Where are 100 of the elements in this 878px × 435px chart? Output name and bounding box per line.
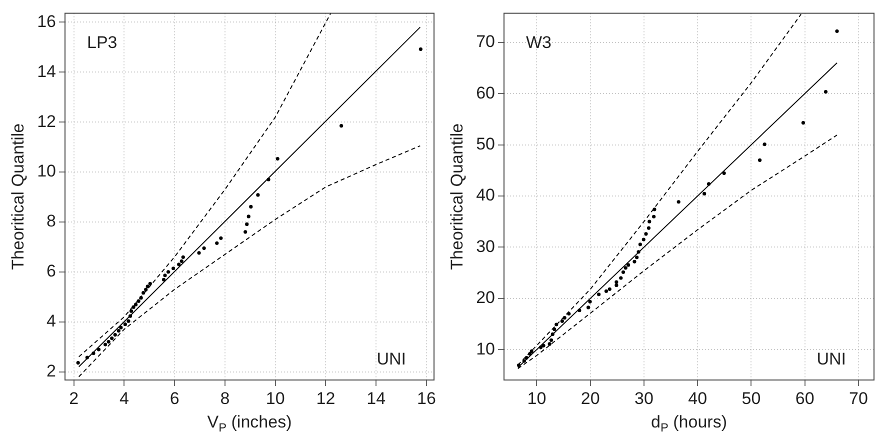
point bbox=[588, 300, 592, 304]
x-tick-label: 20 bbox=[580, 388, 600, 408]
point bbox=[624, 266, 628, 270]
point bbox=[528, 352, 532, 356]
point bbox=[177, 262, 181, 266]
point bbox=[648, 220, 652, 224]
point bbox=[552, 328, 556, 332]
line-series bbox=[78, 145, 421, 378]
point bbox=[538, 345, 543, 350]
point bbox=[113, 333, 117, 337]
point bbox=[621, 270, 626, 274]
point bbox=[85, 356, 89, 360]
point bbox=[530, 349, 534, 354]
x-tick-label: 14 bbox=[366, 388, 386, 408]
x-tick-label: 2 bbox=[69, 388, 79, 408]
point bbox=[524, 356, 528, 360]
point bbox=[586, 306, 590, 310]
point bbox=[758, 158, 762, 162]
point bbox=[542, 344, 546, 348]
annotation: UNI bbox=[816, 350, 846, 369]
point bbox=[136, 299, 140, 303]
point bbox=[244, 230, 248, 234]
x-tick-label: 10 bbox=[266, 388, 285, 408]
point bbox=[92, 351, 96, 356]
point bbox=[835, 29, 839, 33]
point bbox=[166, 270, 170, 274]
x-tick-label: 60 bbox=[795, 388, 814, 408]
point bbox=[132, 305, 136, 309]
x-tick-label: 16 bbox=[417, 388, 436, 408]
point bbox=[608, 287, 612, 291]
point bbox=[202, 246, 206, 250]
point bbox=[110, 336, 114, 340]
point bbox=[516, 363, 521, 368]
point bbox=[642, 238, 646, 242]
point bbox=[129, 309, 134, 313]
y-tick-label: 60 bbox=[476, 83, 495, 102]
point bbox=[126, 319, 130, 323]
y-tick-label: 70 bbox=[476, 32, 495, 52]
x-tick-label: 12 bbox=[316, 388, 336, 408]
point bbox=[123, 322, 127, 326]
point bbox=[801, 120, 806, 125]
annotation: LP3 bbox=[87, 32, 118, 52]
x-tick-label: 50 bbox=[742, 388, 761, 408]
point bbox=[246, 214, 250, 218]
point bbox=[646, 226, 651, 230]
point bbox=[245, 222, 249, 226]
x-tick-label: 6 bbox=[170, 388, 180, 408]
y-axis-title: Theoritical Quantile bbox=[448, 123, 467, 270]
point bbox=[567, 312, 571, 316]
point bbox=[578, 308, 582, 312]
point bbox=[632, 260, 636, 264]
point bbox=[652, 208, 656, 212]
y-tick-label: 14 bbox=[37, 62, 56, 81]
point bbox=[635, 256, 639, 260]
point bbox=[104, 342, 108, 346]
point bbox=[418, 47, 422, 51]
point bbox=[522, 359, 526, 363]
point bbox=[762, 142, 766, 146]
point bbox=[548, 342, 552, 346]
point bbox=[106, 340, 110, 344]
y-tick-label: 40 bbox=[476, 186, 495, 205]
point bbox=[266, 178, 270, 182]
line-series bbox=[78, 13, 332, 358]
point bbox=[219, 236, 223, 240]
point bbox=[128, 314, 132, 318]
point bbox=[824, 90, 828, 94]
y-tick-label: 10 bbox=[37, 162, 56, 181]
x-tick-label: 10 bbox=[527, 388, 546, 408]
point bbox=[119, 326, 123, 330]
point bbox=[706, 182, 711, 186]
point bbox=[638, 242, 642, 246]
point bbox=[560, 319, 564, 323]
point bbox=[162, 278, 166, 282]
point bbox=[604, 289, 608, 293]
point bbox=[619, 276, 623, 280]
point bbox=[215, 241, 219, 245]
point bbox=[549, 338, 554, 342]
y-axis-title: Theoritical Quantile bbox=[8, 123, 28, 270]
y-tick-label: 50 bbox=[476, 134, 495, 154]
point bbox=[340, 124, 344, 128]
x-tick-label: 30 bbox=[634, 388, 654, 408]
y-tick-label: 20 bbox=[476, 288, 495, 308]
point bbox=[614, 280, 618, 284]
point bbox=[180, 259, 184, 263]
point bbox=[702, 192, 706, 196]
annotation: W3 bbox=[526, 32, 552, 52]
point bbox=[144, 288, 148, 292]
point bbox=[181, 255, 185, 259]
point bbox=[116, 329, 120, 333]
point bbox=[249, 204, 253, 209]
point bbox=[134, 302, 138, 306]
annotation: UNI bbox=[376, 350, 406, 369]
point bbox=[139, 296, 143, 300]
x-tick-label: 70 bbox=[848, 388, 868, 408]
y-tick-label: 16 bbox=[37, 12, 56, 31]
y-tick-label: 10 bbox=[476, 339, 495, 358]
point bbox=[562, 316, 566, 320]
point bbox=[722, 171, 726, 175]
y-tick-label: 6 bbox=[46, 262, 56, 281]
x-tick-label: 8 bbox=[220, 388, 230, 408]
